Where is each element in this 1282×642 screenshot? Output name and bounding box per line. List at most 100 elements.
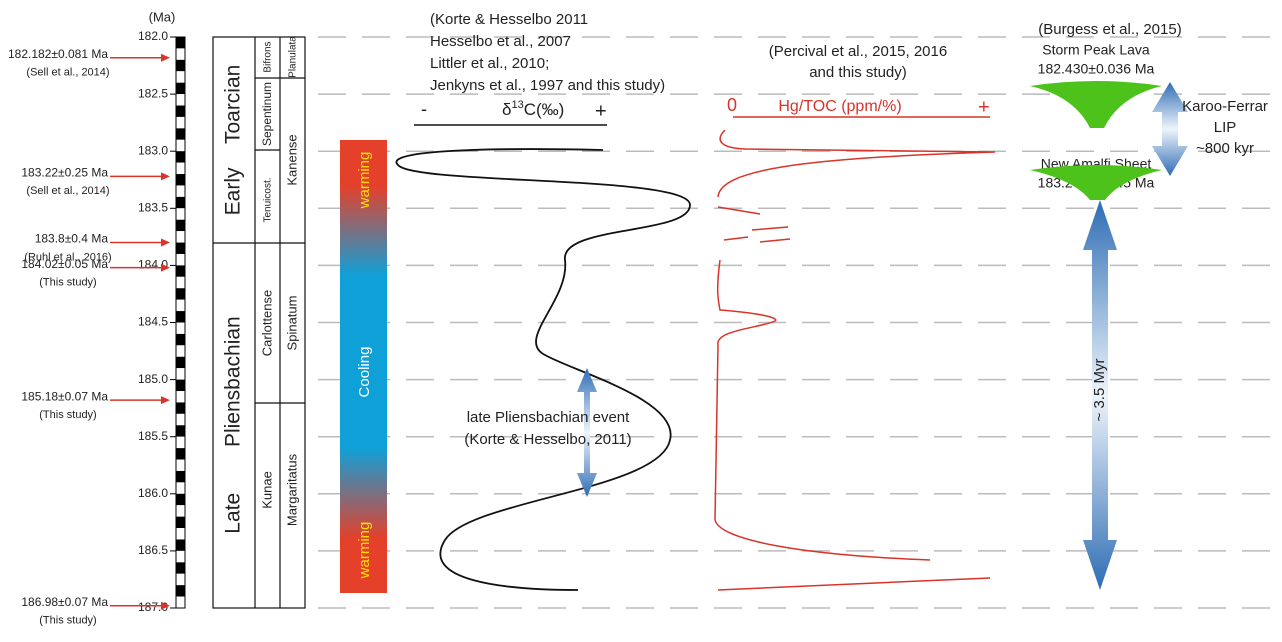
axis-title: Hg/TOC (ppm/%) — [778, 98, 901, 115]
axis-title: δ13C(‰) — [502, 99, 564, 120]
axis-sign: 0 — [727, 95, 737, 115]
scale-segment — [176, 505, 185, 516]
axis-title-part: 13 — [511, 99, 523, 111]
lip-arrow — [1152, 82, 1188, 176]
scale-segment — [176, 277, 185, 288]
age-scale: 182.0182.5183.0183.5184.0184.5185.0185.5… — [138, 29, 185, 614]
climate-label: warming — [356, 522, 373, 580]
zone-label: Planulata — [288, 36, 299, 78]
age-source: (This study) — [39, 615, 96, 627]
scale-segment — [176, 311, 185, 322]
zone-label: Spinatum — [284, 296, 299, 351]
mercury-curve-part — [718, 207, 790, 242]
age-label: 185.18±0.07 Ma — [21, 389, 108, 403]
axis-title-part: δ — [502, 100, 511, 119]
climate-label: warming — [356, 152, 373, 210]
scale-segment — [176, 574, 185, 585]
age-source: (Sell et al., 2014) — [26, 185, 109, 197]
scale-segment — [176, 528, 185, 539]
scale-segment — [176, 539, 185, 550]
lip-label: ~800 kyr — [1196, 140, 1254, 157]
scale-segment — [176, 517, 185, 528]
dated-age: 183.22±0.25 Ma (Sell et al., 2014) — [21, 165, 170, 197]
reference: (Korte & Hesselbo 2011 — [430, 11, 588, 28]
scale-segment — [176, 300, 185, 311]
tick-label: 186.5 — [138, 543, 168, 557]
scale-segment — [176, 471, 185, 482]
scale-segment — [176, 106, 185, 117]
scale-segment — [176, 368, 185, 379]
figure: (Ma) 182.0182.5183.0183.5184.0184.5185.0… — [0, 0, 1282, 642]
tick-label: 185.5 — [138, 429, 168, 443]
reference: and this study) — [809, 64, 907, 81]
tick-label: 183.0 — [138, 143, 168, 157]
scale-segment — [176, 254, 185, 265]
scale-segment — [176, 323, 185, 334]
zone-label: Margaritatus — [284, 453, 299, 526]
scale-segment — [176, 243, 185, 254]
age-label: 186.98±0.07 Ma — [21, 595, 108, 609]
scale-segment — [176, 151, 185, 162]
lava-shape — [1030, 81, 1162, 128]
tick-label: 185.0 — [138, 372, 168, 386]
zone-label: Bifrons — [263, 41, 274, 72]
axis-sign: - — [421, 99, 427, 119]
scale-segment — [176, 60, 185, 71]
age-arrow-head — [161, 54, 170, 62]
tick-label: 182.0 — [138, 29, 168, 43]
scale-segment — [176, 482, 185, 493]
mercury-curve-part — [718, 578, 990, 590]
scale-segment — [176, 437, 185, 448]
scale-segment — [176, 585, 185, 596]
mercury-curve — [715, 130, 995, 590]
reference: Littler et al., 2010; — [430, 55, 549, 72]
scale-segment — [176, 494, 185, 505]
zone-label: Kunae — [259, 471, 274, 509]
scale-segment — [176, 117, 185, 128]
event-label: late Pliensbachian event — [467, 409, 630, 426]
tick-label: 183.5 — [138, 200, 168, 214]
lip-label: LIP — [1214, 119, 1237, 136]
axis-title-part: C(‰) — [524, 100, 565, 119]
zone-label: Kanense — [284, 134, 299, 185]
dated-age: 182.182±0.081 Ma(Sell et al., 2014) — [8, 47, 170, 79]
reference: Hesselbo et al., 2007 — [430, 33, 571, 50]
scale-segment — [176, 37, 185, 48]
tick-label: 182.5 — [138, 86, 168, 100]
climate-label: Cooling — [356, 347, 373, 398]
stage-label: Early Toarcian — [222, 65, 245, 216]
dated-age: 185.18±0.07 Ma(This study) — [21, 389, 170, 421]
age-arrow-head — [161, 239, 170, 247]
reference: (Burgess et al., 2015) — [1038, 21, 1181, 38]
scale-segment — [176, 185, 185, 196]
event-label: (Korte & Hesselbo, 2011) — [464, 431, 631, 448]
scale-segment — [176, 414, 185, 425]
scale-segment — [176, 562, 185, 573]
scale-segment — [176, 460, 185, 471]
age-label: 183.22±0.25 Ma — [21, 165, 108, 179]
tick-label: 186.0 — [138, 486, 168, 500]
scale-segment — [176, 357, 185, 368]
scale-segment — [176, 448, 185, 459]
duration-label: ~ 3.5 Myr — [1091, 359, 1108, 422]
scale-segment — [176, 265, 185, 276]
mercury-curve-part — [715, 260, 930, 560]
zone-label: Carlottense — [259, 290, 274, 356]
scale-segment — [176, 174, 185, 185]
stage-label: Late Pliensbachian — [222, 316, 245, 533]
tick-label: 184.5 — [138, 315, 168, 329]
lip-label: Karoo-Ferrar — [1182, 98, 1268, 115]
scale-segment — [176, 220, 185, 231]
zone-label: Sepentinum — [260, 82, 274, 146]
axis-unit: (Ma) — [149, 9, 176, 24]
scale-segment — [176, 128, 185, 139]
lava-name: Storm Peak Lava — [1042, 42, 1150, 58]
scale-segment — [176, 48, 185, 59]
age-label: 183.8±0.4 Ma — [35, 232, 109, 246]
scale-segment — [176, 197, 185, 208]
scale-segment — [176, 94, 185, 105]
scale-segment — [176, 391, 185, 402]
axis-sign: + — [595, 100, 607, 122]
scale-segment — [176, 551, 185, 562]
reference: Jenkyns et al., 1997 and this study) — [430, 77, 665, 94]
